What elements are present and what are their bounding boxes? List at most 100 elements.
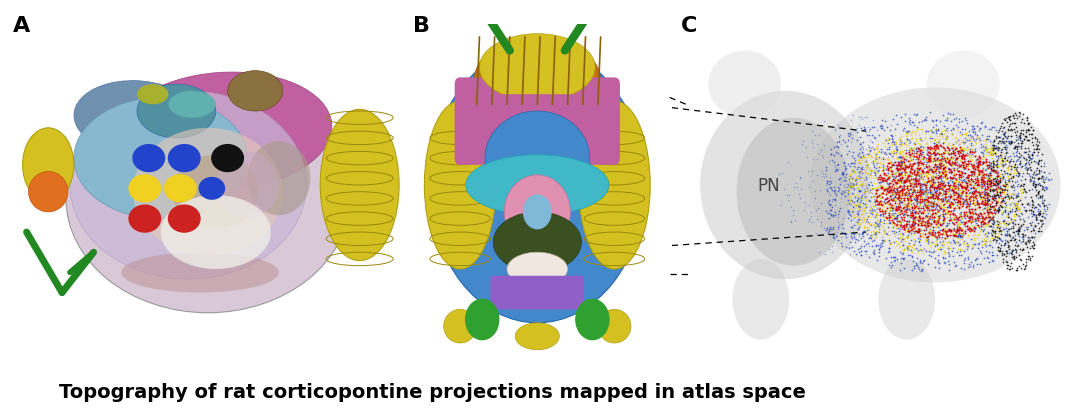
Point — [874, 194, 891, 200]
Point — [998, 262, 1015, 268]
Point — [935, 174, 953, 181]
Point — [983, 167, 1000, 173]
Circle shape — [465, 299, 499, 340]
Point — [921, 182, 939, 189]
Point — [1001, 195, 1018, 201]
Point — [907, 132, 924, 138]
Point — [1007, 254, 1024, 260]
Point — [899, 153, 916, 160]
Point — [837, 193, 854, 200]
Point — [902, 214, 919, 221]
Point — [919, 234, 936, 240]
Point — [856, 195, 874, 201]
Point — [939, 110, 956, 117]
Point — [922, 155, 940, 162]
Point — [961, 154, 978, 160]
Point — [892, 162, 909, 169]
Point — [988, 221, 1005, 227]
Point — [918, 204, 935, 211]
Point — [931, 219, 948, 226]
Point — [930, 196, 947, 202]
Point — [993, 210, 1010, 216]
Point — [863, 132, 880, 139]
Point — [900, 229, 917, 235]
Point — [920, 220, 937, 227]
Point — [896, 191, 914, 198]
Point — [849, 164, 866, 171]
Point — [841, 181, 859, 187]
Point — [1007, 203, 1024, 210]
Point — [870, 208, 888, 215]
Point — [955, 199, 972, 206]
Point — [947, 177, 964, 184]
Point — [917, 204, 934, 211]
Point — [924, 200, 942, 207]
Point — [912, 151, 929, 157]
Point — [913, 199, 930, 205]
Point — [962, 259, 980, 265]
Point — [913, 188, 930, 194]
Point — [930, 127, 947, 134]
Point — [1030, 140, 1048, 146]
Point — [843, 183, 861, 190]
Point — [961, 214, 978, 221]
Point — [920, 149, 937, 156]
Point — [929, 230, 946, 237]
Point — [981, 179, 998, 185]
Point — [984, 169, 1001, 175]
Point — [1012, 119, 1029, 126]
Point — [908, 198, 926, 204]
Point — [861, 144, 878, 151]
Point — [873, 161, 890, 167]
Point — [901, 191, 918, 197]
Point — [981, 179, 998, 185]
Point — [860, 220, 877, 226]
Point — [953, 146, 970, 152]
Point — [1005, 168, 1023, 174]
Point — [988, 224, 1005, 231]
Point — [986, 168, 1003, 174]
Point — [980, 256, 997, 262]
Point — [904, 162, 921, 168]
Point — [883, 162, 901, 169]
Point — [935, 241, 953, 248]
Point — [937, 194, 955, 200]
Point — [919, 171, 936, 177]
Point — [891, 135, 908, 142]
Point — [967, 195, 984, 202]
Point — [851, 202, 868, 209]
Point — [968, 211, 985, 218]
Point — [866, 152, 883, 159]
Point — [853, 252, 870, 259]
Point — [897, 229, 915, 235]
Point — [981, 182, 998, 188]
Point — [823, 157, 840, 164]
Point — [875, 156, 892, 162]
Point — [967, 166, 984, 173]
Point — [897, 157, 915, 164]
Point — [890, 162, 907, 168]
Point — [972, 191, 989, 197]
Point — [928, 161, 945, 167]
Point — [914, 169, 931, 175]
Point — [922, 220, 940, 227]
Point — [946, 170, 963, 177]
Point — [879, 195, 896, 202]
Point — [802, 213, 820, 220]
Point — [997, 241, 1014, 247]
Point — [986, 220, 1003, 226]
Point — [856, 168, 874, 174]
Point — [946, 228, 963, 234]
Point — [824, 226, 841, 232]
Point — [883, 153, 901, 160]
Point — [922, 188, 940, 194]
Point — [953, 217, 970, 223]
Point — [861, 243, 878, 250]
Point — [976, 201, 994, 207]
Point — [872, 202, 889, 208]
Point — [892, 238, 909, 245]
Point — [846, 163, 863, 170]
Point — [930, 142, 947, 148]
Point — [868, 127, 886, 134]
Point — [976, 188, 994, 194]
